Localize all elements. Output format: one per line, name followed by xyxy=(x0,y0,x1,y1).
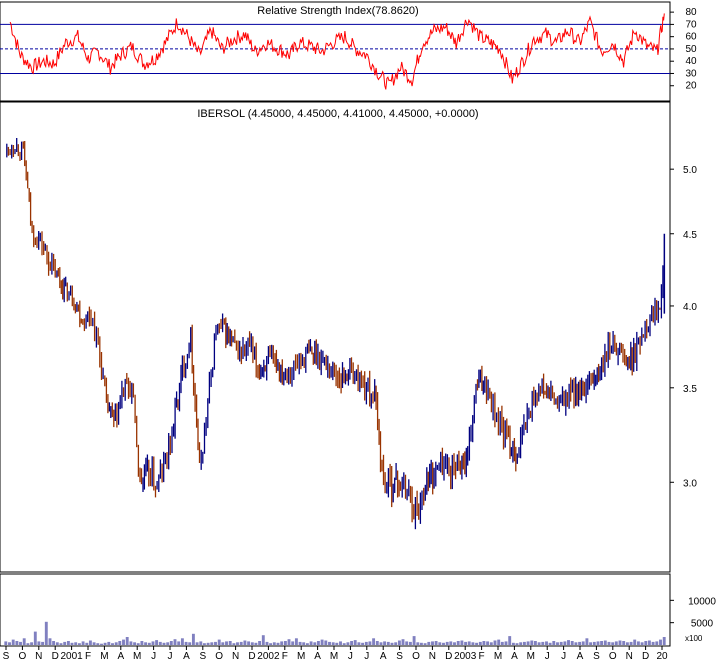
x-tick-label: J xyxy=(545,651,550,661)
volume-bars xyxy=(4,621,666,645)
rsi-tick-label: 80 xyxy=(685,7,697,18)
volume-y-axis: 5000 10000 xyxy=(670,596,716,630)
rsi-tick-label: 40 xyxy=(685,56,697,67)
rsi-series-line xyxy=(9,13,665,90)
x-tick-label: O xyxy=(609,651,617,661)
x-tick-label: A xyxy=(117,651,124,661)
volume-tick-label: 5000 xyxy=(691,619,714,630)
x-tick-label: D xyxy=(642,651,649,661)
x-tick-label: 2001 xyxy=(60,651,83,661)
price-ohlc-bars xyxy=(6,138,666,530)
x-tick-label: D xyxy=(248,651,255,661)
x-tick-label: J xyxy=(151,651,156,661)
rsi-tick-label: 20 xyxy=(685,81,697,92)
x-tick-label: J xyxy=(561,651,566,661)
volume-panel: 5000 10000 x100 xyxy=(0,573,716,647)
x-tick-label: A xyxy=(183,651,190,661)
x-tick-label: J xyxy=(168,651,173,661)
x-tick-label: A xyxy=(577,651,584,661)
x-tick-label: S xyxy=(199,651,206,661)
x-tick-label: N xyxy=(626,651,633,661)
volume-frame xyxy=(0,573,671,647)
price-panel: IBERSOL (4.45000, 4.45000, 4.41000, 4.45… xyxy=(0,101,697,573)
price-tick-label: 3.0 xyxy=(683,478,697,489)
x-tick-label: N xyxy=(232,651,239,661)
price-tick-label: 3.5 xyxy=(683,384,697,395)
x-tick-label: A xyxy=(511,651,518,661)
x-tick-label: 2002 xyxy=(257,651,280,661)
x-tick-label: A xyxy=(314,651,321,661)
price-y-axis: 3.0 3.5 4.0 4.5 5.0 xyxy=(670,165,697,489)
x-tick-label: M xyxy=(330,651,338,661)
rsi-panel: Relative Strength Index(78.8620) 20 30405… xyxy=(0,1,697,102)
x-tick-label: F xyxy=(282,651,288,661)
price-tick-label: 4.0 xyxy=(683,302,697,313)
x-tick-label: N xyxy=(429,651,436,661)
x-tick-label: D xyxy=(52,651,59,661)
x-axis: S O N D 2001 F M A M J J A S O N D 2002 F M A M J J A S O N D 2003 F M… xyxy=(3,646,668,661)
x-tick-label: F xyxy=(479,651,485,661)
rsi-title: Relative Strength Index(78.8620) xyxy=(257,5,418,17)
x-tick-label: O xyxy=(412,651,420,661)
rsi-tick-label: 60 xyxy=(685,32,697,43)
x-tick-label: F xyxy=(85,651,91,661)
x-tick-label: M xyxy=(494,651,502,661)
x-tick-label: S xyxy=(396,651,403,661)
x-tick-label: D xyxy=(445,651,452,661)
price-tick-label: 5.0 xyxy=(683,165,697,176)
price-title: IBERSOL (4.45000, 4.45000, 4.41000, 4.45… xyxy=(197,108,478,120)
x-tick-label: O xyxy=(215,651,223,661)
rsi-frame xyxy=(0,1,671,102)
x-tick-label: S xyxy=(593,651,600,661)
volume-tick-label: 10000 xyxy=(688,596,716,607)
x-tick-label: O xyxy=(19,651,27,661)
x-tick-label: A xyxy=(380,651,387,661)
x-tick-label: M xyxy=(527,651,535,661)
volume-scale-marker: x100 xyxy=(685,634,703,643)
x-tick-label: 2003 xyxy=(454,651,477,661)
price-frame xyxy=(0,101,671,573)
x-tick-label: J xyxy=(348,651,353,661)
rsi-grid xyxy=(0,23,670,74)
rsi-tick-label: 50 xyxy=(685,44,697,55)
rsi-tick-label: 30 xyxy=(685,68,697,79)
x-tick-label: M xyxy=(100,651,108,661)
price-tick-label: 4.5 xyxy=(683,230,697,241)
x-tick-label: M xyxy=(133,651,141,661)
x-tick-label: N xyxy=(35,651,42,661)
x-tick-label: J xyxy=(364,651,369,661)
x-tick-label: M xyxy=(297,651,305,661)
x-tick-label: S xyxy=(3,651,10,661)
rsi-tick-label: 70 xyxy=(685,19,697,30)
x-tick-label: 20 xyxy=(656,651,668,661)
